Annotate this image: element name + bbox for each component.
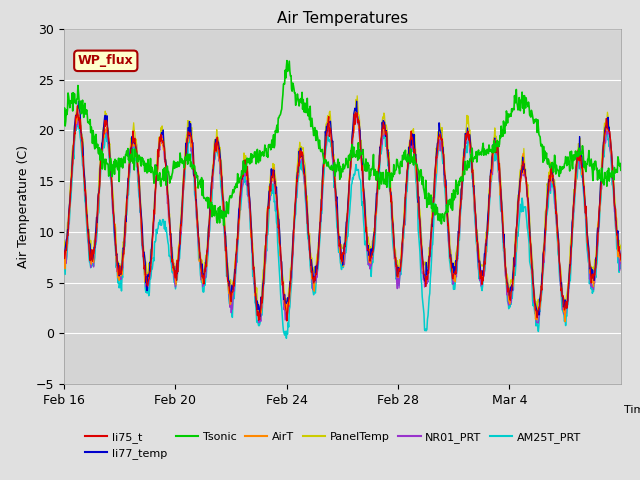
Tsonic (590, 167, 598, 173)
PanelTemp (87, 238, 95, 243)
PanelTemp (60, 238, 68, 244)
Tsonic (283, 58, 291, 63)
li77_temp (599, 148, 607, 154)
li75_t (292, 188, 300, 194)
Line: li75_t: li75_t (64, 106, 621, 321)
li75_t (590, 271, 598, 276)
AM25T_PRT (292, 195, 300, 201)
AirT (163, 188, 171, 194)
AirT (561, 319, 569, 324)
X-axis label: Time: Time (624, 405, 640, 415)
AM25T_PRT (74, 121, 81, 127)
PanelTemp (255, 309, 263, 315)
AirT (617, 258, 625, 264)
Tsonic (389, 174, 397, 180)
Tsonic (60, 108, 68, 114)
PanelTemp (292, 195, 300, 201)
Tsonic (599, 180, 607, 186)
li75_t (74, 103, 81, 108)
AirT (353, 107, 360, 112)
li77_temp (617, 254, 625, 260)
AM25T_PRT (60, 254, 68, 260)
PanelTemp (389, 216, 397, 222)
li75_t (164, 193, 172, 199)
li75_t (60, 248, 68, 253)
Tsonic (617, 168, 625, 173)
Line: li77_temp: li77_temp (64, 101, 621, 316)
li75_t (389, 228, 397, 234)
AM25T_PRT (389, 244, 397, 250)
NR01_PRT (590, 279, 598, 285)
AirT (599, 156, 607, 161)
PanelTemp (353, 93, 361, 99)
li75_t (88, 247, 95, 252)
AM25T_PRT (617, 265, 625, 271)
NR01_PRT (534, 320, 542, 326)
Line: NR01_PRT: NR01_PRT (64, 113, 621, 323)
Y-axis label: Air Temperature (C): Air Temperature (C) (17, 145, 30, 268)
NR01_PRT (60, 260, 68, 266)
li77_temp (389, 222, 397, 228)
Legend: li75_t, li77_temp, Tsonic, AirT, PanelTemp, NR01_PRT, AM25T_PRT: li75_t, li77_temp, Tsonic, AirT, PanelTe… (81, 427, 586, 464)
Line: Tsonic: Tsonic (64, 60, 621, 226)
AirT (590, 278, 598, 284)
NR01_PRT (617, 261, 625, 266)
AM25T_PRT (164, 240, 172, 245)
NR01_PRT (87, 264, 95, 270)
NR01_PRT (388, 228, 396, 234)
PanelTemp (599, 143, 607, 149)
PanelTemp (163, 176, 171, 182)
Tsonic (163, 163, 171, 169)
li77_temp (353, 98, 360, 104)
AM25T_PRT (590, 278, 598, 284)
li77_temp (292, 198, 300, 204)
li77_temp (257, 313, 264, 319)
li77_temp (163, 186, 171, 192)
Text: WP_flux: WP_flux (78, 54, 134, 67)
AirT (291, 202, 299, 208)
Tsonic (292, 100, 300, 106)
AirT (388, 227, 396, 232)
PanelTemp (590, 268, 598, 274)
li75_t (283, 318, 291, 324)
Title: Air Temperatures: Air Temperatures (277, 11, 408, 26)
AirT (87, 259, 95, 264)
NR01_PRT (352, 110, 360, 116)
AM25T_PRT (599, 157, 607, 163)
Tsonic (220, 223, 227, 228)
li77_temp (87, 253, 95, 259)
li77_temp (60, 250, 68, 255)
Line: AM25T_PRT: AM25T_PRT (64, 124, 621, 338)
Line: PanelTemp: PanelTemp (64, 96, 621, 312)
li75_t (599, 152, 607, 157)
li75_t (617, 257, 625, 263)
NR01_PRT (163, 201, 171, 206)
NR01_PRT (291, 211, 299, 216)
li77_temp (590, 277, 598, 283)
Tsonic (87, 130, 95, 135)
Line: AirT: AirT (64, 109, 621, 322)
AM25T_PRT (282, 336, 290, 341)
PanelTemp (617, 246, 625, 252)
NR01_PRT (599, 151, 607, 156)
AirT (60, 253, 68, 259)
AM25T_PRT (88, 264, 95, 269)
